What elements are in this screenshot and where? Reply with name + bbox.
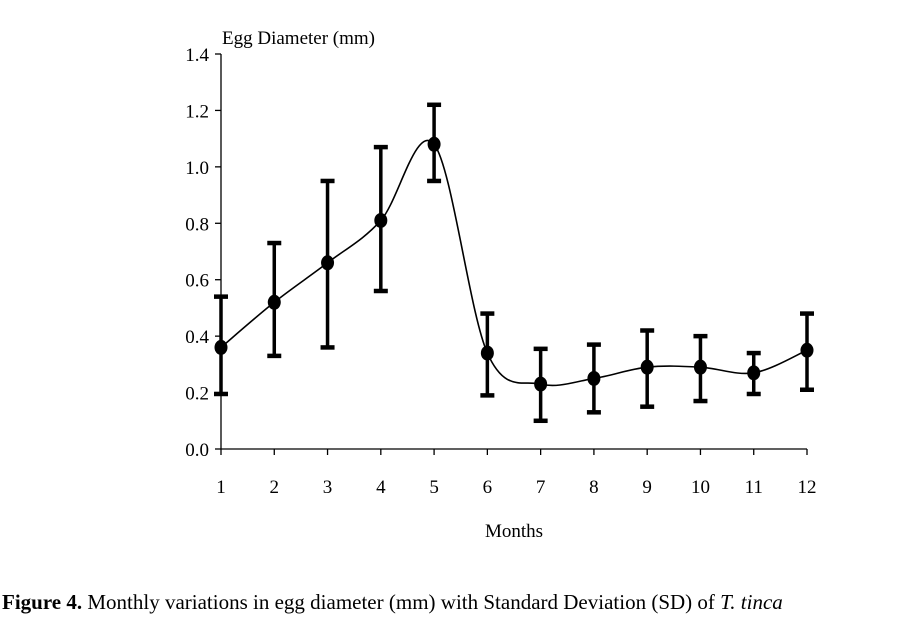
y-tick-label: 0.2	[185, 384, 209, 405]
data-point	[640, 359, 654, 375]
y-tick-label: 1.2	[185, 101, 209, 122]
x-tick-label: 8	[589, 477, 599, 498]
chart: 0.00.20.40.60.81.01.21.4 1 2 3 4 5 6 7 8 9 10 11 12…	[185, 28, 817, 542]
data-point	[427, 136, 441, 152]
figure-caption: Figure 4. Monthly variations in egg diam…	[2, 590, 783, 615]
x-tick-label: 12	[798, 477, 817, 498]
x-ticks: 1 2 3 4 5 6 7 8 9 10 11 12	[216, 449, 817, 498]
data-point	[214, 339, 228, 355]
y-tick-label: 0.6	[185, 271, 209, 292]
x-tick-label: 9	[642, 477, 652, 498]
axes	[220, 54, 807, 450]
y-tick-label: 0.4	[185, 327, 209, 348]
series-line	[220, 139, 808, 387]
y-axis-title: Egg Diameter (mm)	[222, 28, 375, 49]
data-point	[693, 359, 707, 375]
x-tick-label: 10	[691, 477, 710, 498]
y-tick-label: 1.0	[185, 158, 209, 179]
y-tick-label: 0.8	[185, 214, 209, 235]
x-axis-title: Months	[485, 521, 543, 542]
data-point	[587, 370, 601, 386]
caption-label: Figure 4.	[2, 590, 83, 614]
x-tick-label: 3	[323, 477, 333, 498]
y-tick-label: 1.4	[185, 45, 209, 66]
data-point	[321, 255, 335, 271]
data-point	[800, 342, 814, 358]
data-points	[214, 136, 814, 392]
data-point	[480, 345, 494, 361]
x-tick-label: 7	[536, 477, 546, 498]
y-ticks: 0.0 0.2 0.4 0.6 0.8 1.0 1.2 1.4	[185, 45, 221, 461]
x-tick-label: 11	[745, 477, 763, 498]
caption-species: T. tinca	[720, 590, 783, 614]
x-tick-label: 4	[376, 477, 386, 498]
data-point	[747, 365, 761, 381]
data-point	[267, 294, 281, 310]
x-tick-label: 5	[429, 477, 439, 498]
data-point	[374, 212, 388, 228]
error-bars	[214, 102, 814, 424]
x-tick-label: 6	[483, 477, 493, 498]
x-tick-label: 2	[270, 477, 280, 498]
x-tick-label: 1	[216, 477, 226, 498]
y-tick-label: 0.0	[185, 440, 209, 461]
data-point	[534, 376, 548, 392]
caption-text: Monthly variations in egg diameter (mm) …	[82, 590, 721, 614]
